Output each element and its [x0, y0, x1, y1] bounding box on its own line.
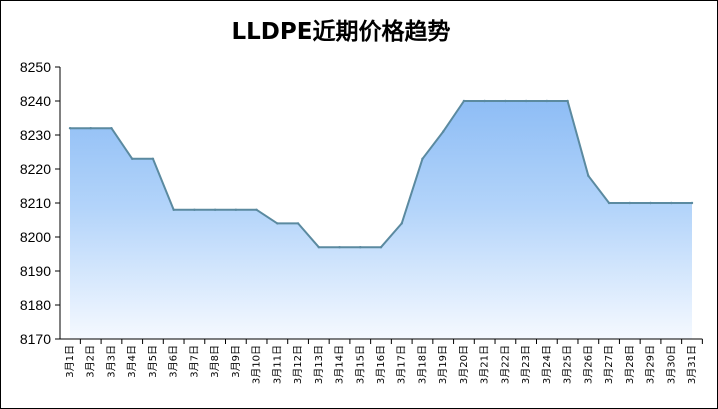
x-tick-label-25: 3月25日 [562, 345, 574, 384]
y-tick-label-8190: 8190 [20, 263, 51, 279]
x-tick-label-26: 3月26日 [582, 345, 594, 384]
chart-title: LLDPE近期价格趋势 [232, 18, 451, 45]
data-point-12 [296, 222, 300, 225]
x-tick-label-12: 3月12日 [292, 345, 304, 384]
x-tick-label-27: 3月27日 [603, 345, 615, 384]
x-tick-label-7: 3月7日 [188, 345, 200, 378]
y-tick-label-8170: 8170 [20, 331, 51, 347]
y-tick-label-8200: 8200 [20, 229, 51, 245]
x-tick-label-17: 3月17日 [396, 345, 408, 384]
x-tick-label-2: 3月2日 [85, 345, 97, 378]
data-point-22 [504, 99, 507, 103]
data-point-1 [68, 127, 72, 130]
x-tick-label-5: 3月5日 [147, 345, 159, 378]
data-point-10 [255, 208, 258, 211]
data-point-5 [151, 157, 155, 160]
x-tick-label-4: 3月4日 [126, 345, 138, 378]
x-tick-label-16: 3月16日 [375, 345, 387, 384]
data-point-14 [338, 246, 341, 249]
data-point-8 [213, 208, 217, 211]
data-point-2 [89, 127, 92, 130]
area-fill [70, 101, 692, 339]
data-point-29 [649, 201, 652, 205]
x-tick-label-23: 3月23日 [520, 345, 532, 384]
plot-area: 8250 8240 8230 8220 8210 8200 8190 8180 8170 3月1日… [20, 59, 703, 384]
x-tick-label-22: 3月22日 [499, 345, 511, 384]
y-tick-label-8240: 8240 [20, 93, 51, 109]
x-tick-label-14: 3月14日 [334, 345, 346, 384]
x-tick-label-10: 3月10日 [251, 345, 263, 384]
y-tick-label-8180: 8180 [20, 297, 51, 313]
data-point-20 [462, 99, 466, 103]
data-point-18 [421, 157, 424, 160]
y-tick-label-8220: 8220 [20, 161, 51, 177]
x-tick-label-3: 3月3日 [105, 345, 117, 378]
data-point-16 [379, 246, 383, 249]
x-tick-label-1: 3月1日 [64, 345, 76, 378]
x-tick-label-8: 3月8日 [209, 345, 221, 378]
data-point-31 [690, 201, 694, 205]
data-point-24 [545, 99, 549, 103]
data-point-23 [524, 99, 528, 103]
data-point-21 [483, 99, 486, 103]
x-tick-label-20: 3月20日 [458, 345, 470, 384]
data-point-26 [587, 174, 590, 177]
data-point-30 [670, 201, 673, 205]
y-tick-label-8210: 8210 [20, 195, 51, 211]
x-tick-label-19: 3月19日 [437, 345, 449, 384]
data-point-6 [172, 208, 175, 211]
data-point-7 [193, 208, 196, 211]
x-tick-label-30: 3月30日 [665, 345, 677, 384]
data-point-3 [110, 127, 113, 130]
x-tick-label-11: 3月11日 [271, 345, 283, 384]
data-point-28 [628, 201, 631, 205]
data-point-13 [317, 246, 320, 249]
y-tick-label-8230: 8230 [20, 127, 51, 143]
x-tick-label-21: 3月21日 [479, 345, 491, 384]
x-tick-label-15: 3月15日 [354, 345, 366, 384]
data-point-9 [234, 208, 238, 211]
x-tick-label-13: 3月13日 [313, 345, 325, 384]
data-point-27 [607, 201, 611, 205]
data-point-25 [566, 99, 569, 103]
x-tick-label-24: 3月24日 [541, 345, 553, 384]
data-point-17 [400, 222, 403, 225]
x-tick-label-29: 3月29日 [645, 345, 657, 384]
data-point-4 [131, 157, 134, 160]
x-tick-label-31: 3月31日 [686, 345, 698, 384]
y-tick-label-8250: 8250 [20, 59, 51, 75]
x-tick-label-18: 3月18日 [416, 345, 428, 384]
x-tick-label-6: 3月6日 [168, 345, 180, 378]
x-tick-label-9: 3月9日 [230, 345, 242, 378]
data-point-11 [276, 222, 279, 225]
data-point-15 [359, 246, 362, 249]
x-tick-label-28: 3月28日 [624, 345, 636, 384]
data-point-19 [442, 130, 445, 133]
